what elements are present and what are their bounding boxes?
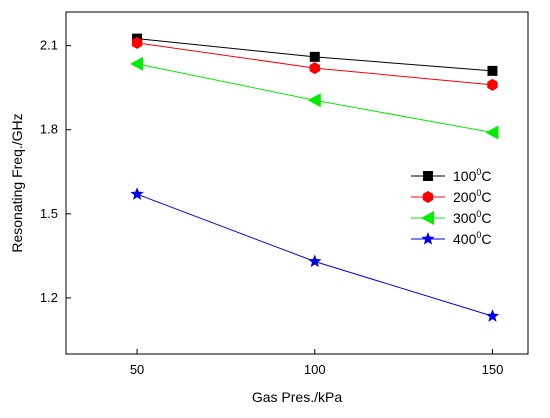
data-point-100	[309, 51, 320, 62]
legend-marker	[422, 191, 434, 203]
legend-marker	[421, 211, 434, 225]
data-point-200	[309, 62, 320, 75]
series-markers	[130, 33, 500, 322]
data-point-400	[485, 309, 500, 322]
y-tick-label: 1.8	[40, 122, 58, 137]
data-point-300	[130, 56, 144, 71]
legend-marker	[421, 232, 435, 245]
x-tick-label: 50	[130, 362, 144, 377]
y-tick-label: 1.5	[40, 206, 58, 221]
series-lines	[136, 38, 493, 317]
x-axis-label: Gas Pres./kPa	[252, 389, 342, 405]
y-tick-label: 1.2	[40, 290, 58, 305]
x-tick-label: 100	[304, 362, 326, 377]
legend-label: 3000C	[453, 209, 492, 226]
data-point-100	[487, 65, 498, 76]
y-axis-label: Resonating Freq./GHz	[9, 113, 25, 252]
data-point-200	[131, 36, 143, 49]
data-point-200	[487, 78, 498, 91]
data-point-400	[130, 187, 144, 200]
legend-label: 4000C	[453, 230, 492, 247]
y-tick-label: 2.1	[40, 38, 58, 53]
y-axis: 1.2 1.5 1.8 2.1	[40, 38, 71, 305]
x-tick-label: 150	[482, 362, 504, 377]
legend: 1000C 2000C 3000C 4000C	[411, 167, 492, 247]
data-point-300	[307, 93, 321, 108]
legend-label: 2000C	[453, 188, 492, 205]
data-point-300	[485, 125, 499, 140]
legend-marker	[423, 171, 433, 181]
plot-frame	[65, 11, 529, 355]
data-point-400	[308, 254, 322, 268]
x-axis: 50 100 150	[130, 349, 503, 377]
legend-label: 1000C	[453, 167, 492, 184]
